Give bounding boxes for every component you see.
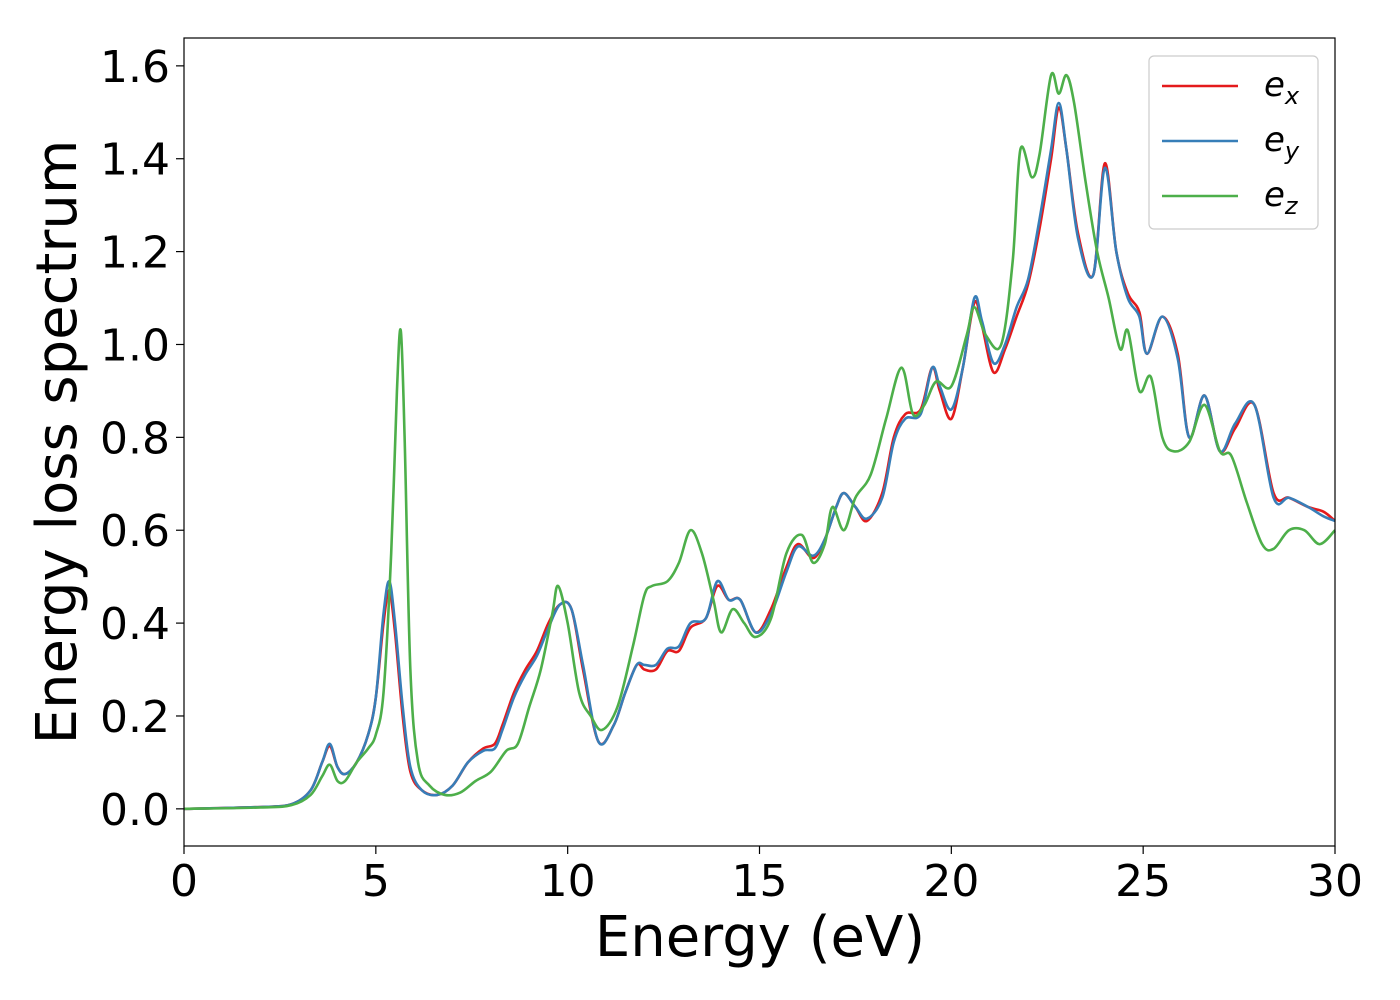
y-axis-title: Energy loss spectrum xyxy=(25,140,90,745)
legend-label-y: ey xyxy=(1264,120,1300,165)
x-tick-label: 10 xyxy=(540,856,596,907)
x-tick-label: 0 xyxy=(170,856,198,907)
legend-label-z: ez xyxy=(1264,175,1299,220)
legend-box xyxy=(1148,55,1319,230)
y-tick-label: 0.2 xyxy=(100,692,170,743)
x-tick-label: 15 xyxy=(732,856,788,907)
legend: ex ey ez xyxy=(1148,55,1319,230)
y-tick-label: 1.0 xyxy=(100,320,170,371)
x-axis-title: Energy (eV) xyxy=(595,905,925,970)
y-tick-label: 1.6 xyxy=(100,42,170,93)
x-tick-label: 20 xyxy=(923,856,979,907)
series-line-z xyxy=(183,71,1336,811)
legend-label-x: ex xyxy=(1264,65,1300,110)
y-tick-label: 0.8 xyxy=(100,413,170,464)
y-tick-label: 1.2 xyxy=(100,228,170,279)
x-tick-label: 25 xyxy=(1115,856,1171,907)
x-axis: 0 5 10 15 20 25 30 xyxy=(170,846,1363,907)
x-tick-label: 30 xyxy=(1307,856,1363,907)
y-axis: 0.0 0.2 0.4 0.6 0.8 1.0 1.2 1.4 1.6 xyxy=(100,42,184,836)
series-line-y xyxy=(183,101,1336,811)
x-tick-label: 5 xyxy=(362,856,390,907)
y-tick-label: 0.6 xyxy=(100,506,170,557)
plot-background xyxy=(184,38,1335,846)
y-tick-label: 0.0 xyxy=(100,785,170,836)
y-tick-label: 0.4 xyxy=(100,599,170,650)
series-layer xyxy=(183,71,1336,811)
y-tick-label: 1.4 xyxy=(100,135,170,186)
